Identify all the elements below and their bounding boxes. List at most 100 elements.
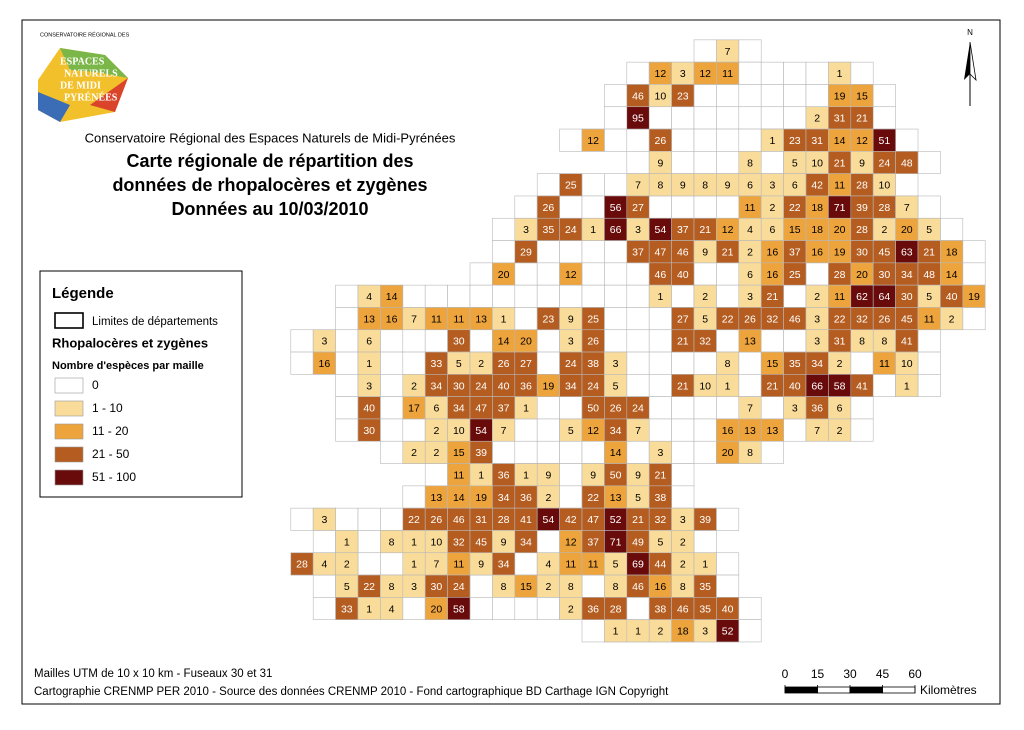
scale-label: 0 <box>782 667 789 681</box>
empty-cell <box>312 530 336 554</box>
empty-cell <box>380 351 404 375</box>
north-arrow: N <box>964 28 977 106</box>
cell-value: 13 <box>363 313 375 325</box>
empty-cell <box>738 84 762 108</box>
empty-cell <box>716 84 740 108</box>
cell-value: 2 <box>769 202 775 214</box>
scale-bar: 0 15 30 45 60 <box>782 667 922 694</box>
cell-value: 2 <box>478 358 484 370</box>
cell-value: 2 <box>837 358 843 370</box>
cell <box>514 240 538 264</box>
cell-value: 1 <box>366 603 372 615</box>
cell-value: 2 <box>814 291 820 303</box>
cell-value: 5 <box>344 581 350 593</box>
empty-cell <box>492 240 516 264</box>
class-swatch <box>54 400 84 417</box>
empty-cell <box>357 530 381 554</box>
cell-value: 47 <box>475 403 487 415</box>
empty-cell <box>536 240 560 264</box>
cell-value: 16 <box>767 246 779 258</box>
empty-cell <box>604 329 628 353</box>
cell-value: 30 <box>901 291 913 303</box>
empty-cell <box>671 396 695 420</box>
cell-value: 25 <box>789 269 801 281</box>
cell-value: 20 <box>834 224 846 236</box>
empty-cell <box>917 374 941 397</box>
empty-cell <box>917 351 941 375</box>
empty-cell <box>492 217 516 241</box>
cell-value: 5 <box>456 358 462 370</box>
empty-cell <box>872 84 896 108</box>
cell <box>895 374 919 397</box>
cell-value: 46 <box>632 581 644 593</box>
empty-cell <box>312 597 336 620</box>
cell-value: 26 <box>431 514 443 526</box>
cell <box>559 173 583 197</box>
scale-segment <box>784 686 818 694</box>
cell-value: 3 <box>814 336 820 348</box>
cell-value: 47 <box>655 246 667 258</box>
empty-cell <box>671 485 695 509</box>
cell-value: 10 <box>811 157 823 169</box>
cell <box>671 84 695 108</box>
class-swatch <box>54 469 84 486</box>
empty-cell <box>380 440 404 464</box>
cell <box>716 61 740 85</box>
cell-value: 30 <box>879 269 891 281</box>
cell-value: 35 <box>789 358 801 370</box>
cell-value: 11 <box>834 180 845 192</box>
cell-value: 71 <box>610 536 622 548</box>
cell-value: 18 <box>811 202 823 214</box>
empty-cell <box>469 262 493 286</box>
cell-value: 18 <box>677 626 689 638</box>
cell <box>828 418 852 442</box>
empty-cell <box>581 173 605 197</box>
cell-value: 44 <box>655 559 667 571</box>
empty-cell <box>581 262 605 286</box>
scale-label: 60 <box>908 667 922 681</box>
cell-value: 7 <box>635 425 641 437</box>
cell-value: 26 <box>879 313 891 325</box>
legend-title: Légende <box>52 285 114 302</box>
legend: Légende Limites de départements Rhopaloc… <box>39 270 243 498</box>
cell-value: 13 <box>744 425 756 437</box>
cell-value: 11 <box>745 202 756 214</box>
cell-value: 11 <box>834 291 845 303</box>
empty-cell <box>671 195 695 219</box>
cell-value: 21 <box>722 246 734 258</box>
cell-value: 27 <box>677 313 689 325</box>
empty-cell <box>693 195 717 219</box>
empty-cell <box>760 61 784 85</box>
cell-value: 37 <box>498 403 510 415</box>
empty-cell <box>290 329 314 353</box>
logo-line: PYRÉNÉES <box>64 91 118 103</box>
empty-cell <box>805 262 829 286</box>
empty-cell <box>335 284 359 308</box>
logo-shape <box>60 48 128 78</box>
empty-cell <box>671 128 695 152</box>
cell-value: 38 <box>655 603 667 615</box>
cell-value: 21 <box>834 157 846 169</box>
empty-cell <box>514 284 538 308</box>
empty-cell <box>648 396 672 420</box>
cell-value: 26 <box>610 403 622 415</box>
cell-value: 56 <box>610 202 622 214</box>
cell <box>760 418 784 442</box>
empty-cell <box>626 374 650 397</box>
empty-cell <box>559 396 583 420</box>
cell-value: 28 <box>498 514 510 526</box>
cell-value: 33 <box>431 358 443 370</box>
logo-line: ESPACES <box>60 56 105 67</box>
cell-value: 3 <box>814 313 820 325</box>
empty-cell <box>604 106 628 130</box>
cell-value: 64 <box>879 291 891 303</box>
cell-value: 3 <box>680 514 686 526</box>
cell-value: 16 <box>386 313 398 325</box>
cell <box>492 262 516 286</box>
class-label: 11 - 20 <box>92 424 129 438</box>
cell-value: 50 <box>610 469 622 481</box>
scale-segment <box>849 686 883 694</box>
cell-value: 42 <box>565 514 577 526</box>
cell-value: 71 <box>834 202 846 214</box>
